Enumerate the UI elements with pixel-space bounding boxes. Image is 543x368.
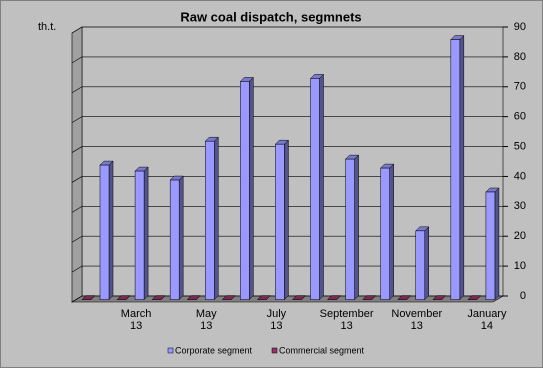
bar-top bbox=[432, 295, 447, 300]
grid-line-side bbox=[71, 26, 83, 34]
bar-side bbox=[108, 160, 114, 301]
y-tick-label: 70 bbox=[514, 81, 526, 93]
bar-top bbox=[362, 295, 377, 300]
bar-side bbox=[284, 139, 289, 301]
bar-side bbox=[143, 166, 149, 301]
side-wall bbox=[71, 26, 83, 303]
y-tick-label: 90 bbox=[514, 21, 526, 33]
bar-side bbox=[354, 154, 359, 301]
bar bbox=[450, 39, 461, 300]
bar bbox=[415, 230, 425, 300]
bar-side bbox=[494, 187, 500, 301]
grid-line-side bbox=[71, 176, 83, 183]
bar-side bbox=[214, 136, 219, 301]
bar bbox=[485, 191, 496, 300]
bar bbox=[275, 143, 285, 300]
bar-top bbox=[116, 295, 131, 300]
grid-line-side bbox=[71, 146, 83, 153]
bar-top bbox=[81, 295, 96, 300]
bar bbox=[345, 158, 355, 300]
legend-swatch bbox=[167, 347, 174, 354]
bar-top bbox=[291, 295, 307, 300]
y-tick-label: 0 bbox=[520, 290, 526, 302]
bar-side bbox=[389, 163, 394, 301]
bar-top bbox=[186, 295, 201, 300]
x-tick-label: November 13 bbox=[391, 308, 443, 332]
bar-top bbox=[397, 295, 412, 300]
y-tick-label: 60 bbox=[514, 111, 526, 123]
legend-label: Corporate segment bbox=[175, 345, 253, 355]
y-tick-label: 20 bbox=[514, 230, 526, 242]
x-tick-label: September 13 bbox=[319, 308, 374, 332]
grid-line-side bbox=[71, 295, 83, 303]
bar bbox=[240, 81, 250, 300]
x-tick-label: March 13 bbox=[120, 308, 152, 332]
y-axis-label: th.t. bbox=[38, 21, 56, 33]
y-tick-label: 40 bbox=[514, 170, 526, 182]
y-tick-label: 30 bbox=[514, 200, 526, 212]
grid-line-side bbox=[71, 56, 83, 64]
bar-side bbox=[178, 175, 184, 301]
bar-top bbox=[151, 295, 166, 300]
bar bbox=[99, 164, 110, 300]
bar-top bbox=[221, 295, 236, 300]
bar-top bbox=[326, 295, 342, 300]
bar-side bbox=[459, 34, 465, 301]
x-tick-label: May 13 bbox=[195, 308, 217, 332]
y-tick-label: 80 bbox=[514, 51, 526, 63]
grid-line-side bbox=[71, 86, 83, 94]
y-tick-label: 10 bbox=[514, 260, 526, 272]
legend-label: Commercial segment bbox=[279, 345, 365, 355]
chart-title: Raw coal dispatch, segmnets bbox=[180, 9, 361, 24]
bar-side bbox=[249, 76, 254, 301]
x-tick-label: July 13 bbox=[266, 308, 287, 332]
grid-line-side bbox=[71, 235, 83, 243]
bar-side bbox=[424, 226, 429, 301]
bar bbox=[380, 167, 390, 300]
bar-side bbox=[319, 73, 324, 301]
grid-line-side bbox=[71, 265, 83, 273]
grid-line-side bbox=[71, 116, 83, 123]
bar bbox=[310, 78, 320, 300]
y-tick-label: 50 bbox=[514, 140, 526, 152]
bar-top bbox=[256, 295, 272, 300]
x-tick-label: January 14 bbox=[467, 308, 507, 332]
bar bbox=[169, 179, 180, 300]
legend-swatch bbox=[271, 347, 278, 354]
bar-top bbox=[467, 295, 482, 300]
bar bbox=[134, 170, 145, 300]
grid-line-side bbox=[71, 206, 83, 213]
bar bbox=[205, 140, 215, 300]
